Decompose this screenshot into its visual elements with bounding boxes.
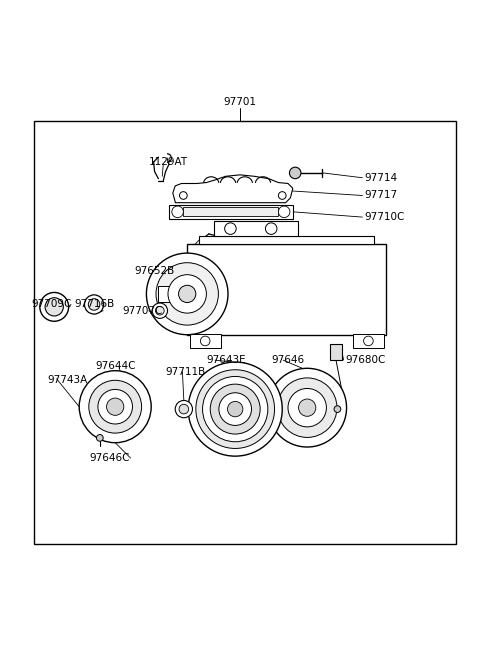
- Bar: [199, 236, 374, 244]
- Circle shape: [175, 400, 192, 418]
- Circle shape: [363, 336, 373, 346]
- Circle shape: [168, 274, 206, 313]
- Text: 97743A: 97743A: [47, 375, 87, 385]
- Circle shape: [289, 167, 301, 179]
- Bar: [187, 244, 386, 335]
- Circle shape: [79, 371, 151, 443]
- Circle shape: [196, 369, 275, 449]
- Bar: [183, 208, 278, 216]
- Text: 97701: 97701: [224, 97, 256, 107]
- Circle shape: [288, 388, 326, 427]
- Circle shape: [107, 398, 124, 415]
- Circle shape: [179, 286, 196, 303]
- Circle shape: [210, 384, 260, 434]
- Text: 97710C: 97710C: [365, 212, 405, 222]
- Text: 1129AT: 1129AT: [149, 157, 188, 167]
- Circle shape: [172, 206, 183, 217]
- Circle shape: [179, 404, 189, 414]
- Text: 97707C: 97707C: [122, 306, 163, 316]
- Circle shape: [219, 393, 252, 425]
- Circle shape: [84, 295, 104, 314]
- Circle shape: [146, 253, 228, 335]
- Text: 97711B: 97711B: [166, 367, 206, 377]
- Circle shape: [88, 299, 100, 310]
- Circle shape: [180, 192, 187, 199]
- Text: 97709C: 97709C: [31, 299, 72, 309]
- Circle shape: [98, 390, 132, 424]
- Polygon shape: [173, 175, 293, 202]
- Text: 97652B: 97652B: [134, 267, 175, 276]
- Circle shape: [225, 223, 236, 234]
- Circle shape: [265, 223, 277, 234]
- Bar: [353, 334, 384, 348]
- Text: 97643E: 97643E: [206, 355, 246, 365]
- Circle shape: [89, 381, 142, 433]
- Text: 97714: 97714: [365, 173, 398, 183]
- Circle shape: [228, 402, 243, 417]
- Circle shape: [156, 263, 218, 325]
- Bar: [34, 121, 456, 544]
- Circle shape: [156, 307, 164, 315]
- Bar: [158, 286, 188, 301]
- Text: 97680C: 97680C: [346, 355, 386, 365]
- Bar: [330, 344, 342, 360]
- Text: 97646C: 97646C: [89, 453, 130, 463]
- Bar: [214, 221, 298, 236]
- Circle shape: [40, 293, 69, 321]
- Circle shape: [278, 206, 290, 217]
- Circle shape: [96, 434, 103, 441]
- Bar: [190, 334, 221, 348]
- Circle shape: [334, 405, 341, 413]
- Text: 97644C: 97644C: [95, 361, 135, 371]
- Circle shape: [200, 336, 210, 346]
- Circle shape: [45, 298, 63, 316]
- Circle shape: [203, 377, 268, 441]
- Circle shape: [277, 378, 337, 438]
- Bar: [169, 205, 293, 219]
- Circle shape: [188, 362, 282, 456]
- Circle shape: [268, 368, 347, 447]
- Circle shape: [152, 303, 168, 318]
- Circle shape: [299, 399, 316, 417]
- Text: 97717: 97717: [365, 191, 398, 200]
- Circle shape: [278, 192, 286, 199]
- Text: 97646: 97646: [271, 355, 304, 365]
- Text: 97716B: 97716B: [74, 299, 115, 309]
